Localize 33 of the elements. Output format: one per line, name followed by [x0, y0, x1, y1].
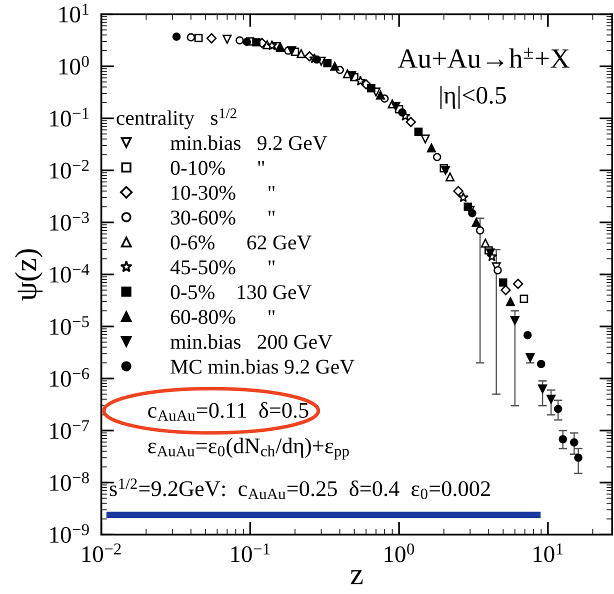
x-axis-title: z — [350, 570, 363, 584]
y-tick-label: 10$^{−4}$ — [50, 264, 90, 283]
y-axis-title: ψ(z) — [14, 249, 43, 301]
y-tick-label: 10$^{−5}$ — [50, 316, 89, 335]
legend-label: MC min.bias 9.2 GeV — [170, 359, 354, 374]
x-tick-label: 10$^{0}$ — [384, 543, 414, 562]
legend-label: 10-30% " — [172, 186, 274, 200]
y-tick-label: 10$^{−6}$ — [50, 368, 90, 387]
y-tick-label: 10$^{−8}$ — [50, 472, 89, 491]
legend-label: 0-10% " — [170, 160, 264, 176]
x-tick-label: 10$^{1}$ — [534, 543, 563, 562]
legend-label: 30-60% " — [171, 210, 274, 225]
annotation: s$^{1/2}$=9.2GeV: c$_{AuAu}$=0.25 δ=0.4 ε$_{0}$=0.002 — [110, 478, 490, 500]
legend-label: 45-50% " — [170, 260, 274, 274]
annotation: c$_{AuAu}$=0.11 δ=0.5 — [148, 402, 308, 421]
x-tick-label: 10$^{−1}$ — [231, 543, 270, 562]
legend-label: 60-80% " — [170, 310, 274, 324]
legend-label: min.bias 9.2 GeV — [170, 135, 328, 150]
y-tick-label: 10$^{1}$ — [59, 4, 88, 23]
annotation: |η|<0.5 — [440, 86, 506, 109]
legend-label: 0-6% 62 GeV — [170, 235, 312, 250]
y-tick-label: 10$^{−7}$ — [50, 420, 90, 439]
annotation: Au+Au→h$^{±}$+X — [398, 48, 570, 68]
legend-title: centrality s$^{1/2}$ — [116, 108, 236, 130]
y-tick-label: 10$^{−2}$ — [50, 160, 89, 179]
x-tick-label: 10$^{−2}$ — [82, 543, 121, 562]
y-tick-label: 10$^{−1}$ — [50, 108, 89, 127]
y-tick-label: 10$^{−3}$ — [50, 212, 89, 231]
y-tick-label: 10$^{0}$ — [59, 56, 89, 75]
legend-label: 0-5% 130 GeV — [170, 285, 312, 300]
legend-label: min.bias 200 GeV — [170, 334, 332, 350]
y-tick-label: 10$^{−9}$ — [50, 524, 89, 543]
annotation: ε$_{AuAu}$=ε$_{0}$(dN$_{ch}$/dη)+ε$_{pp}$ — [148, 438, 349, 460]
